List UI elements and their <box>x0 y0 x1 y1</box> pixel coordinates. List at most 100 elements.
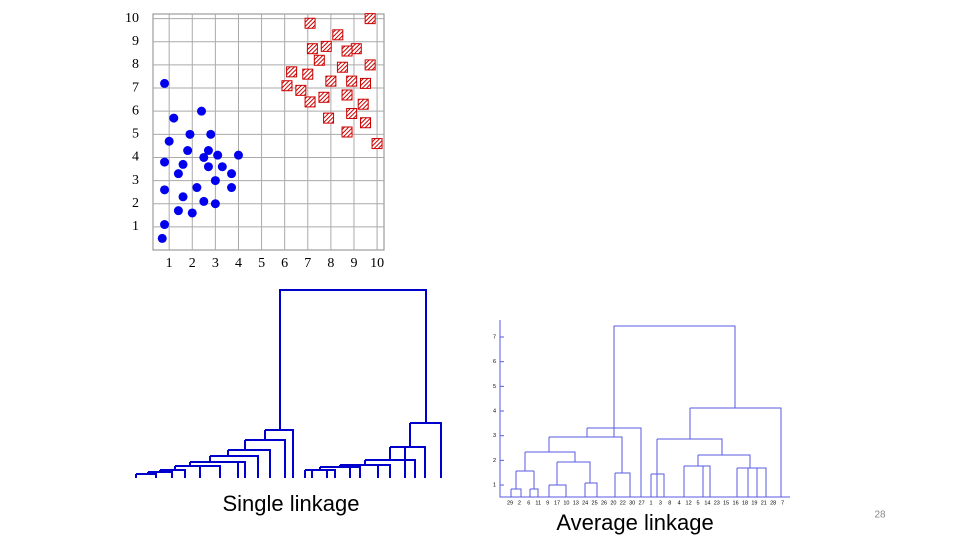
leaf-label: 13 <box>573 500 579 506</box>
leaf-label: 21 <box>761 500 767 506</box>
leaf-label: 28 <box>770 500 776 506</box>
point <box>169 113 179 123</box>
point <box>213 150 223 160</box>
point <box>336 61 348 73</box>
x-tick-label: 4 <box>235 256 242 271</box>
leaf-label: 16 <box>733 500 739 506</box>
point <box>341 45 353 57</box>
single-linkage-dendrogram <box>135 289 442 478</box>
y-tick-label: 8 <box>132 57 139 72</box>
point <box>160 220 170 230</box>
point <box>357 98 369 110</box>
leaf-label: 12 <box>686 500 692 506</box>
leaf-label: 14 <box>704 500 710 506</box>
x-tick-label: 6 <box>281 256 288 271</box>
point <box>295 84 307 96</box>
page-number: 28 <box>874 510 886 521</box>
leaf-label: 7 <box>781 500 784 506</box>
leaf-label: 2 <box>518 500 521 506</box>
point <box>323 112 335 124</box>
point <box>325 75 337 87</box>
point <box>360 117 372 129</box>
point <box>185 129 195 139</box>
point <box>371 138 383 150</box>
point <box>364 59 376 71</box>
point <box>183 146 193 156</box>
point <box>197 106 207 116</box>
leaf-label: 20 <box>610 500 616 506</box>
point <box>313 54 325 66</box>
leaf-label: 17 <box>554 500 560 506</box>
y-tick-label: 1 <box>132 219 139 234</box>
y-tick-label: 3 <box>493 433 496 439</box>
leaf-label: 10 <box>563 500 569 506</box>
leaf-label: 15 <box>723 500 729 506</box>
point <box>350 43 362 55</box>
y-tick-label: 7 <box>132 80 139 95</box>
point <box>199 196 209 206</box>
leaf-label: 9 <box>546 500 549 506</box>
point <box>320 40 332 52</box>
point <box>192 183 202 193</box>
leaf-label: 4 <box>678 500 681 506</box>
point <box>304 96 316 108</box>
leaf-label: 27 <box>639 500 645 506</box>
leaf-label: 8 <box>668 500 671 506</box>
point <box>164 136 174 146</box>
point <box>206 129 216 139</box>
x-tick-label: 5 <box>258 256 265 271</box>
point <box>217 162 227 172</box>
y-tick-label: 10 <box>125 11 139 26</box>
leaf-label: 25 <box>592 500 598 506</box>
leaf-label: 29 <box>507 500 513 506</box>
point <box>203 162 213 172</box>
y-tick-label: 6 <box>493 359 496 365</box>
y-tick-label: 2 <box>132 196 139 211</box>
leaf-label: 19 <box>751 500 757 506</box>
leaf-label: 23 <box>714 500 720 506</box>
x-tick-label: 1 <box>166 256 173 271</box>
x-tick-label: 3 <box>212 256 219 271</box>
x-tick-label: 2 <box>189 256 196 271</box>
y-tick-label: 7 <box>493 334 496 340</box>
y-tick-label: 5 <box>132 127 139 142</box>
point <box>346 75 358 87</box>
point <box>318 91 330 103</box>
point <box>304 17 316 29</box>
point <box>173 206 183 216</box>
leaf-label: 24 <box>582 500 588 506</box>
y-tick-label: 6 <box>132 103 139 118</box>
point <box>160 78 170 88</box>
point <box>233 150 243 160</box>
leaf-label: 5 <box>696 500 699 506</box>
point <box>203 146 213 156</box>
point <box>173 169 183 179</box>
point <box>364 13 376 25</box>
point <box>302 68 314 80</box>
x-tick-label: 10 <box>370 256 384 271</box>
point <box>178 159 188 169</box>
point <box>227 169 237 179</box>
leaf-label: 30 <box>629 500 635 506</box>
y-tick-label: 9 <box>132 34 139 49</box>
point <box>341 126 353 138</box>
leaf-label: 6 <box>527 500 530 506</box>
point <box>160 157 170 167</box>
y-tick-label: 3 <box>132 173 139 188</box>
leaf-label: 1 <box>649 500 652 506</box>
y-tick-label: 4 <box>493 408 496 414</box>
point <box>306 43 318 55</box>
scatter-plot: 1 2 3 4 5 6 7 8 9 10 1 2 3 4 5 6 7 8 9 10 <box>125 11 385 271</box>
leaf-label: 11 <box>535 500 541 506</box>
y-tick-label: 1 <box>493 482 496 488</box>
point <box>341 89 353 101</box>
point <box>157 233 167 243</box>
point <box>360 77 372 89</box>
x-tick-label: 7 <box>304 256 311 271</box>
y-tick-label: 4 <box>132 150 139 165</box>
caption: Average linkage <box>556 510 713 535</box>
point <box>346 107 358 119</box>
leaf-label: 26 <box>601 500 607 506</box>
